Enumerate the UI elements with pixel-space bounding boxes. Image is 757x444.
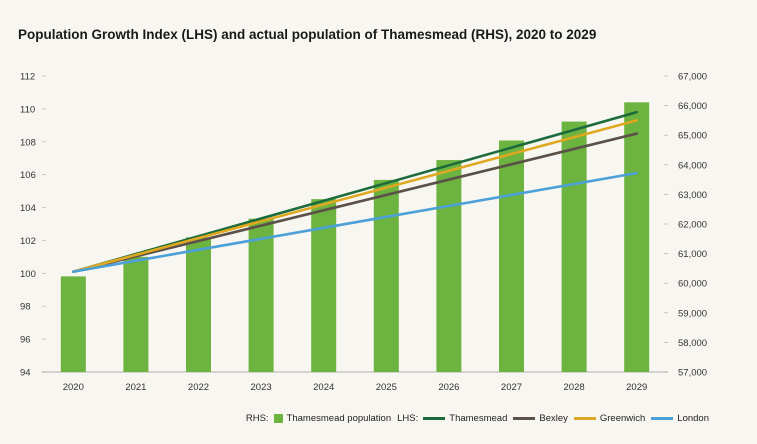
bar-2026: [436, 160, 462, 372]
right-tick-label: 64,000: [678, 160, 707, 171]
left-tick-label: 110: [20, 104, 35, 115]
left-tick-label: 94: [20, 368, 31, 379]
left-tick-label: 98: [20, 302, 31, 313]
right-tick-label: 67,000: [678, 72, 707, 83]
right-tick-label: 62,000: [678, 220, 707, 231]
x-tick-label: 2022: [188, 382, 209, 393]
legend-item-london: London: [651, 413, 709, 424]
right-tick-label: 58,000: [678, 338, 707, 349]
legend-item-thamesmead: Thamesmead: [423, 413, 507, 424]
right-tick-label: 59,000: [678, 308, 707, 319]
bar-series: [60, 102, 650, 373]
legend-item-bexley: Bexley: [513, 413, 568, 424]
right-tick-label: 63,000: [678, 190, 707, 201]
bar-2027: [499, 140, 524, 372]
legend-rhs-label: RHS:: [245, 413, 269, 424]
legend: RHS: Thamesmead population LHS: Thamesme…: [246, 413, 715, 424]
left-tick-label: 106: [20, 170, 36, 181]
x-tick-label: 2026: [438, 382, 459, 393]
left-tick-label: 96: [20, 335, 31, 346]
x-tick-label: 2027: [501, 382, 522, 393]
line-london: [72, 171, 639, 273]
right-tick-label: 57,000: [678, 368, 707, 379]
x-tick-label: 2020: [63, 382, 84, 393]
legend-greenwich-label: Greenwich: [599, 413, 646, 424]
right-tick-label: 60,000: [678, 279, 707, 290]
line-greenwich: [72, 119, 639, 273]
legend-item-bar: Thamesmead population: [273, 413, 392, 424]
right-tick-label: 66,000: [678, 101, 707, 112]
bar-2028: [561, 121, 587, 372]
legend-item-greenwich: Greenwich: [573, 413, 646, 424]
legend-swatch-london: [651, 417, 674, 420]
chart-title: Population Growth Index (LHS) and actual…: [18, 27, 597, 42]
x-tick-label: 2025: [376, 382, 397, 393]
line-series: [72, 110, 639, 273]
left-tick-label: 108: [20, 137, 36, 148]
legend-swatch-greenwich: [573, 417, 596, 420]
axes: 94 96 98 100 102 104 106 108 110 112 57,000 58,000 5…: [20, 72, 707, 394]
x-tick-label: 2028: [564, 382, 585, 393]
line-bexley: [72, 132, 639, 273]
bar-2021: [123, 256, 149, 372]
legend-swatch-bexley: [513, 417, 536, 420]
bar-2029: [624, 102, 650, 373]
left-tick-label: 102: [20, 236, 36, 247]
legend-bar-label: Thamesmead population: [286, 413, 392, 424]
legend-swatch-thamesmead: [423, 417, 446, 420]
legend-swatch-bar: [273, 414, 283, 423]
bar-2023: [248, 218, 274, 372]
legend-bexley-label: Bexley: [539, 413, 568, 424]
left-tick-label: 100: [20, 269, 36, 280]
line-thamesmead: [72, 110, 639, 273]
right-tick-label: 61,000: [678, 249, 707, 260]
legend-lhs-label: LHS:: [397, 413, 419, 424]
bar-2025: [373, 179, 399, 372]
x-tick-label: 2021: [125, 382, 146, 393]
right-tick-label: 65,000: [678, 131, 707, 142]
left-tick-label: 112: [20, 72, 35, 83]
legend-london-label: London: [677, 413, 709, 424]
x-tick-label: 2023: [251, 382, 272, 393]
x-tick-label: 2029: [626, 382, 647, 393]
bar-2020: [60, 276, 86, 372]
legend-thamesmead-label: Thamesmead: [449, 413, 508, 424]
bar-2022: [186, 237, 211, 372]
left-tick-label: 104: [20, 203, 36, 214]
x-tick-label: 2024: [313, 382, 334, 393]
